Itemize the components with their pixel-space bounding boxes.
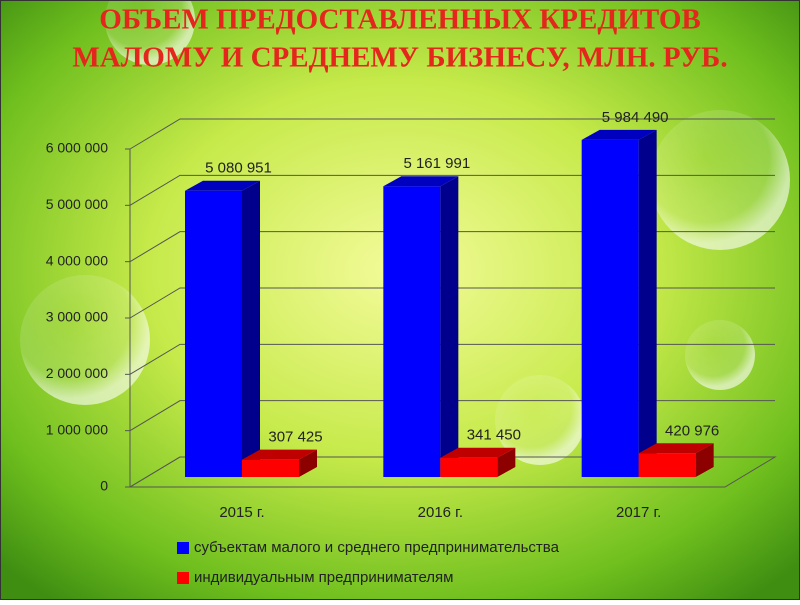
- y-tick-label: 5 000 000: [46, 196, 108, 212]
- value-label: 5 080 951: [205, 160, 272, 177]
- title-line: МАЛОМУ И СРЕДНЕМУ БИЗНЕСУ, МЛН. РУБ.: [72, 42, 727, 74]
- bar-top: [638, 443, 714, 454]
- bubble: [20, 275, 150, 405]
- bubble: [495, 375, 585, 465]
- y-tick-label: 4 000 000: [46, 252, 108, 268]
- bar: [440, 457, 498, 477]
- x-tick-label: 2015 г.: [219, 504, 264, 521]
- plot: 0 1 000 000 2 000 000 3 000 000 4 000 000 5 0…: [46, 109, 777, 586]
- bubble: [685, 320, 755, 390]
- bar-top: [383, 176, 459, 187]
- bar-side: [299, 449, 317, 477]
- bar: [383, 186, 441, 478]
- value-label: 5 984 490: [602, 109, 669, 126]
- bar-side: [440, 176, 459, 478]
- bar-side: [242, 180, 260, 478]
- bar-side: [497, 447, 516, 477]
- grid-line: [129, 400, 775, 432]
- legend-label: субъектам малого и среднего предпринимат…: [194, 539, 560, 556]
- legend-swatch: [177, 542, 189, 554]
- grid-line: [129, 287, 775, 319]
- grid-line: [129, 231, 775, 263]
- y-tick-label: 1 000 000: [46, 421, 108, 437]
- value-label: 307 425: [268, 429, 322, 446]
- x-tick-label: 2017 г.: [616, 504, 661, 521]
- grid-line: [129, 174, 775, 206]
- grid-line: [129, 118, 775, 150]
- bar: [185, 190, 242, 478]
- bar-top: [581, 129, 657, 140]
- bar-top: [440, 447, 516, 458]
- bar-top: [185, 180, 260, 191]
- bar-top: [242, 449, 317, 460]
- bar: [242, 459, 299, 477]
- bubble: [105, 0, 195, 65]
- bubble: [650, 110, 790, 250]
- value-label: 341 450: [467, 427, 521, 444]
- y-tick-label: 2 000 000: [46, 365, 108, 381]
- legend-label: индивидуальным предпринимателям: [194, 569, 453, 586]
- y-tick-label: 3 000 000: [46, 309, 108, 325]
- bar-side: [638, 129, 657, 478]
- grid-line: [129, 456, 775, 488]
- y-tick-label: 6 000 000: [46, 140, 108, 156]
- bar-side: [695, 443, 714, 477]
- bar: [638, 453, 696, 477]
- legend-swatch: [177, 572, 189, 584]
- title-line: ОБЪЕМ ПРЕДОСТАВЛЕННЫХ КРЕДИТОВ: [99, 4, 700, 36]
- bar: [581, 139, 639, 478]
- value-label: 5 161 991: [403, 155, 470, 172]
- x-tick-label: 2016 г.: [418, 504, 463, 521]
- grid-line: [129, 343, 775, 375]
- value-label: 420 976: [665, 422, 719, 439]
- y-tick-label: 0: [100, 478, 108, 494]
